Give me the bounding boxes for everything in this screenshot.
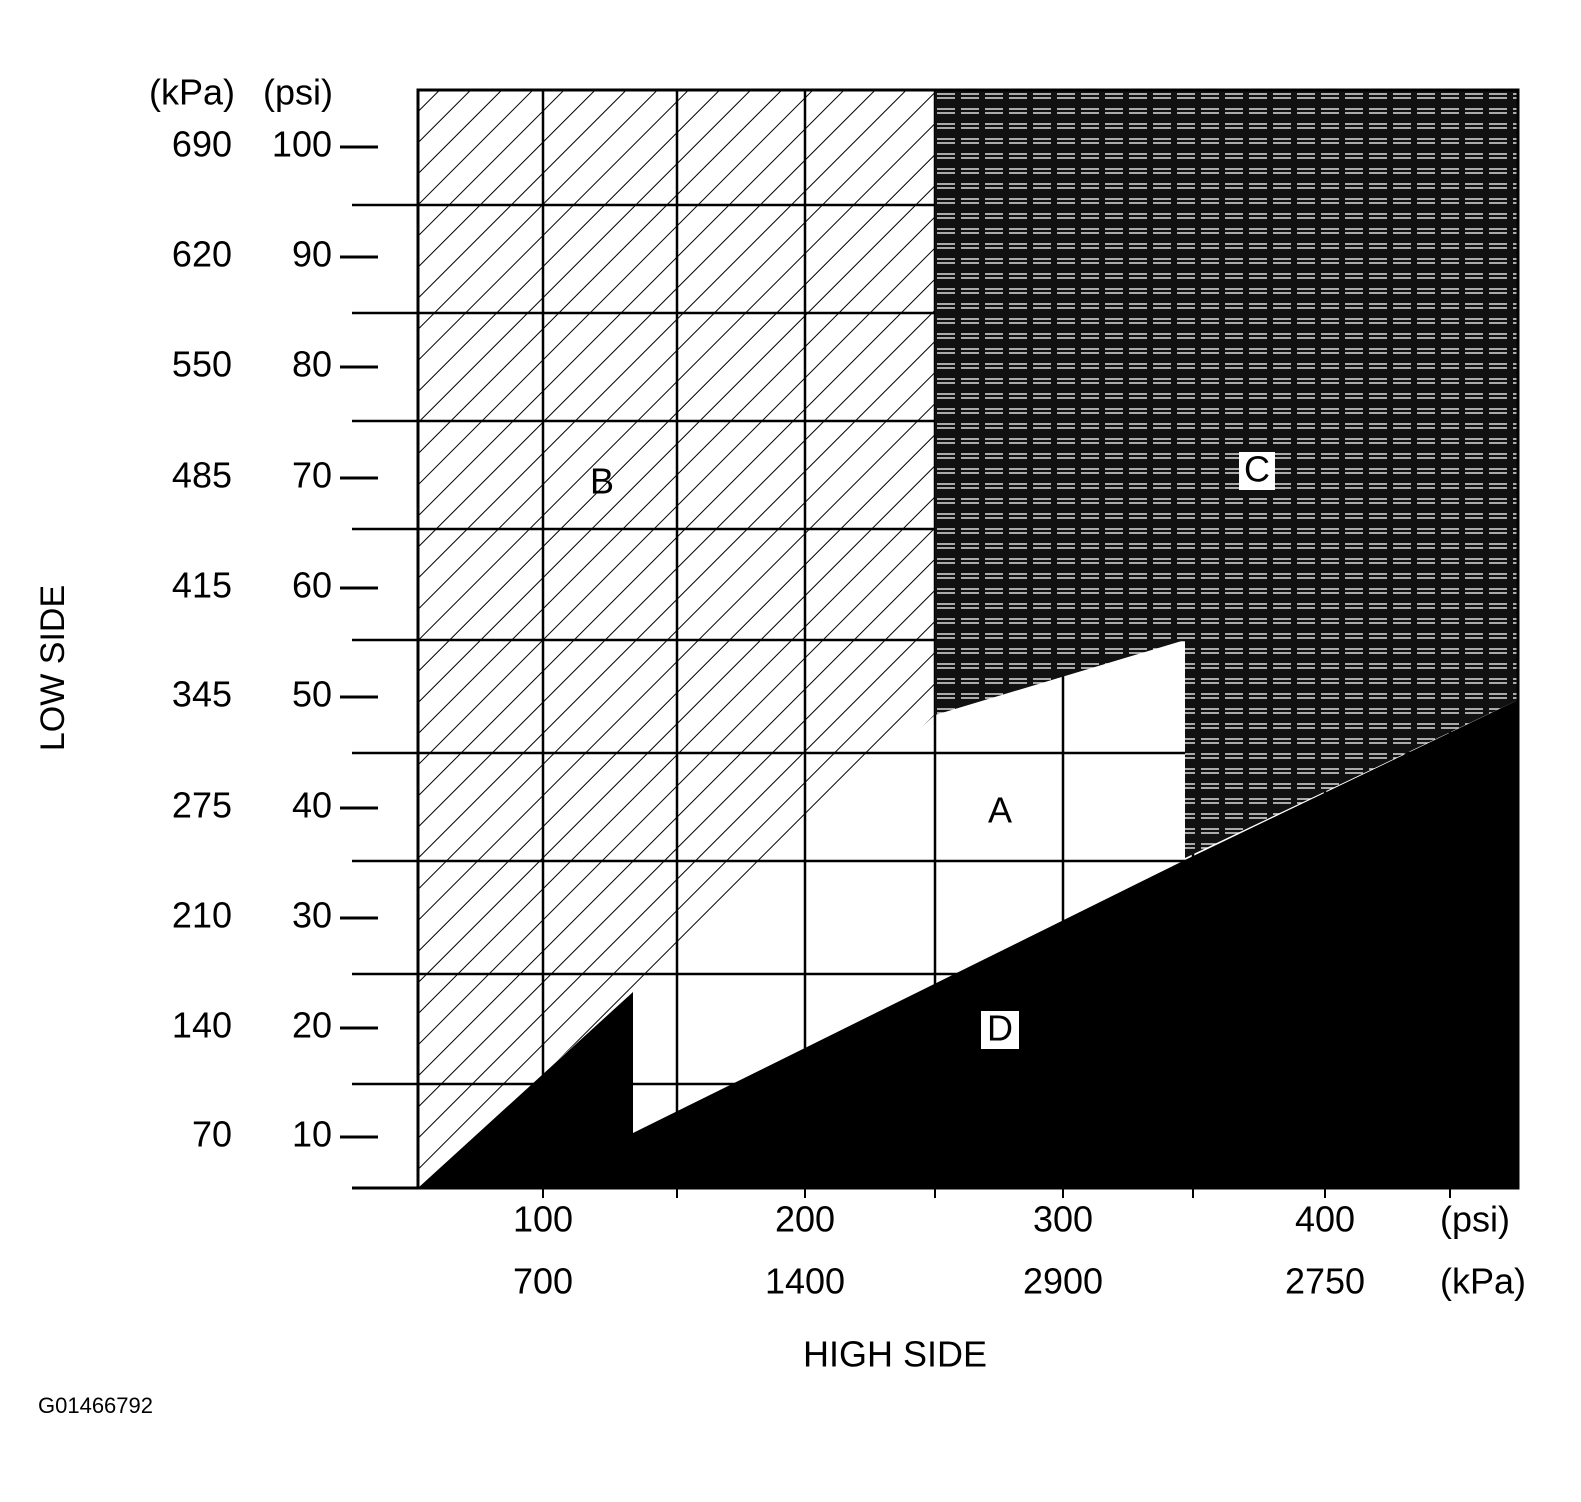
y-kpa-label: 345 [172,674,232,715]
region-d [418,700,1518,1188]
y-kpa-label: 620 [172,234,232,275]
label-box-c [1239,452,1275,490]
x-psi-label: 100 [513,1199,573,1240]
region-label-a: A [988,790,1012,831]
y-psi-label: 20 [292,1005,332,1046]
y-axis-title: LOW SIDE [34,585,72,751]
y-psi-label: 10 [292,1114,332,1155]
y-psi-label: 70 [292,455,332,496]
y-kpa-label: 140 [172,1005,232,1046]
x-kpa-label: 700 [513,1261,573,1302]
y-psi-label: 90 [292,234,332,275]
y-psi-label: 60 [292,565,332,606]
y-psi-label: 80 [292,344,332,385]
y-psi-label: 40 [292,785,332,826]
x-psi-label: 200 [775,1199,835,1240]
x-psi-label: 300 [1033,1199,1093,1240]
y-psi-unit: (psi) [263,72,333,113]
label-box-d [981,1011,1019,1049]
y-kpa-label: 415 [172,565,232,606]
axis-labels: 690 100 620 90 550 80 485 70 415 60 345 50 275 40 210 3… [172,124,1365,1302]
y-kpa-unit: (kPa) [149,72,235,113]
x-kpa-label: 2900 [1023,1261,1103,1302]
region-c [935,90,1518,858]
y-psi-label: 30 [292,895,332,936]
x-kpa-label: 1400 [765,1261,845,1302]
y-psi-label: 50 [292,674,332,715]
y-kpa-label: 275 [172,785,232,826]
region-label-b: B [590,461,614,502]
y-kpa-label: 690 [172,124,232,165]
figure-id: G01466792 [38,1393,153,1418]
region-label-c: C [1244,449,1270,490]
x-kpa-label: 2750 [1285,1261,1365,1302]
y-kpa-label: 485 [172,455,232,496]
y-kpa-label: 210 [172,895,232,936]
x-kpa-unit: (kPa) [1440,1261,1526,1302]
region-a [633,640,1185,1133]
x-axis-title: HIGH SIDE [803,1334,987,1375]
region-label-d: D [987,1008,1013,1049]
y-kpa-label: 70 [192,1114,232,1155]
y-psi-label: 100 [272,124,332,165]
x-psi-label: 400 [1295,1199,1355,1240]
y-kpa-label: 550 [172,344,232,385]
x-psi-unit: (psi) [1440,1199,1510,1240]
